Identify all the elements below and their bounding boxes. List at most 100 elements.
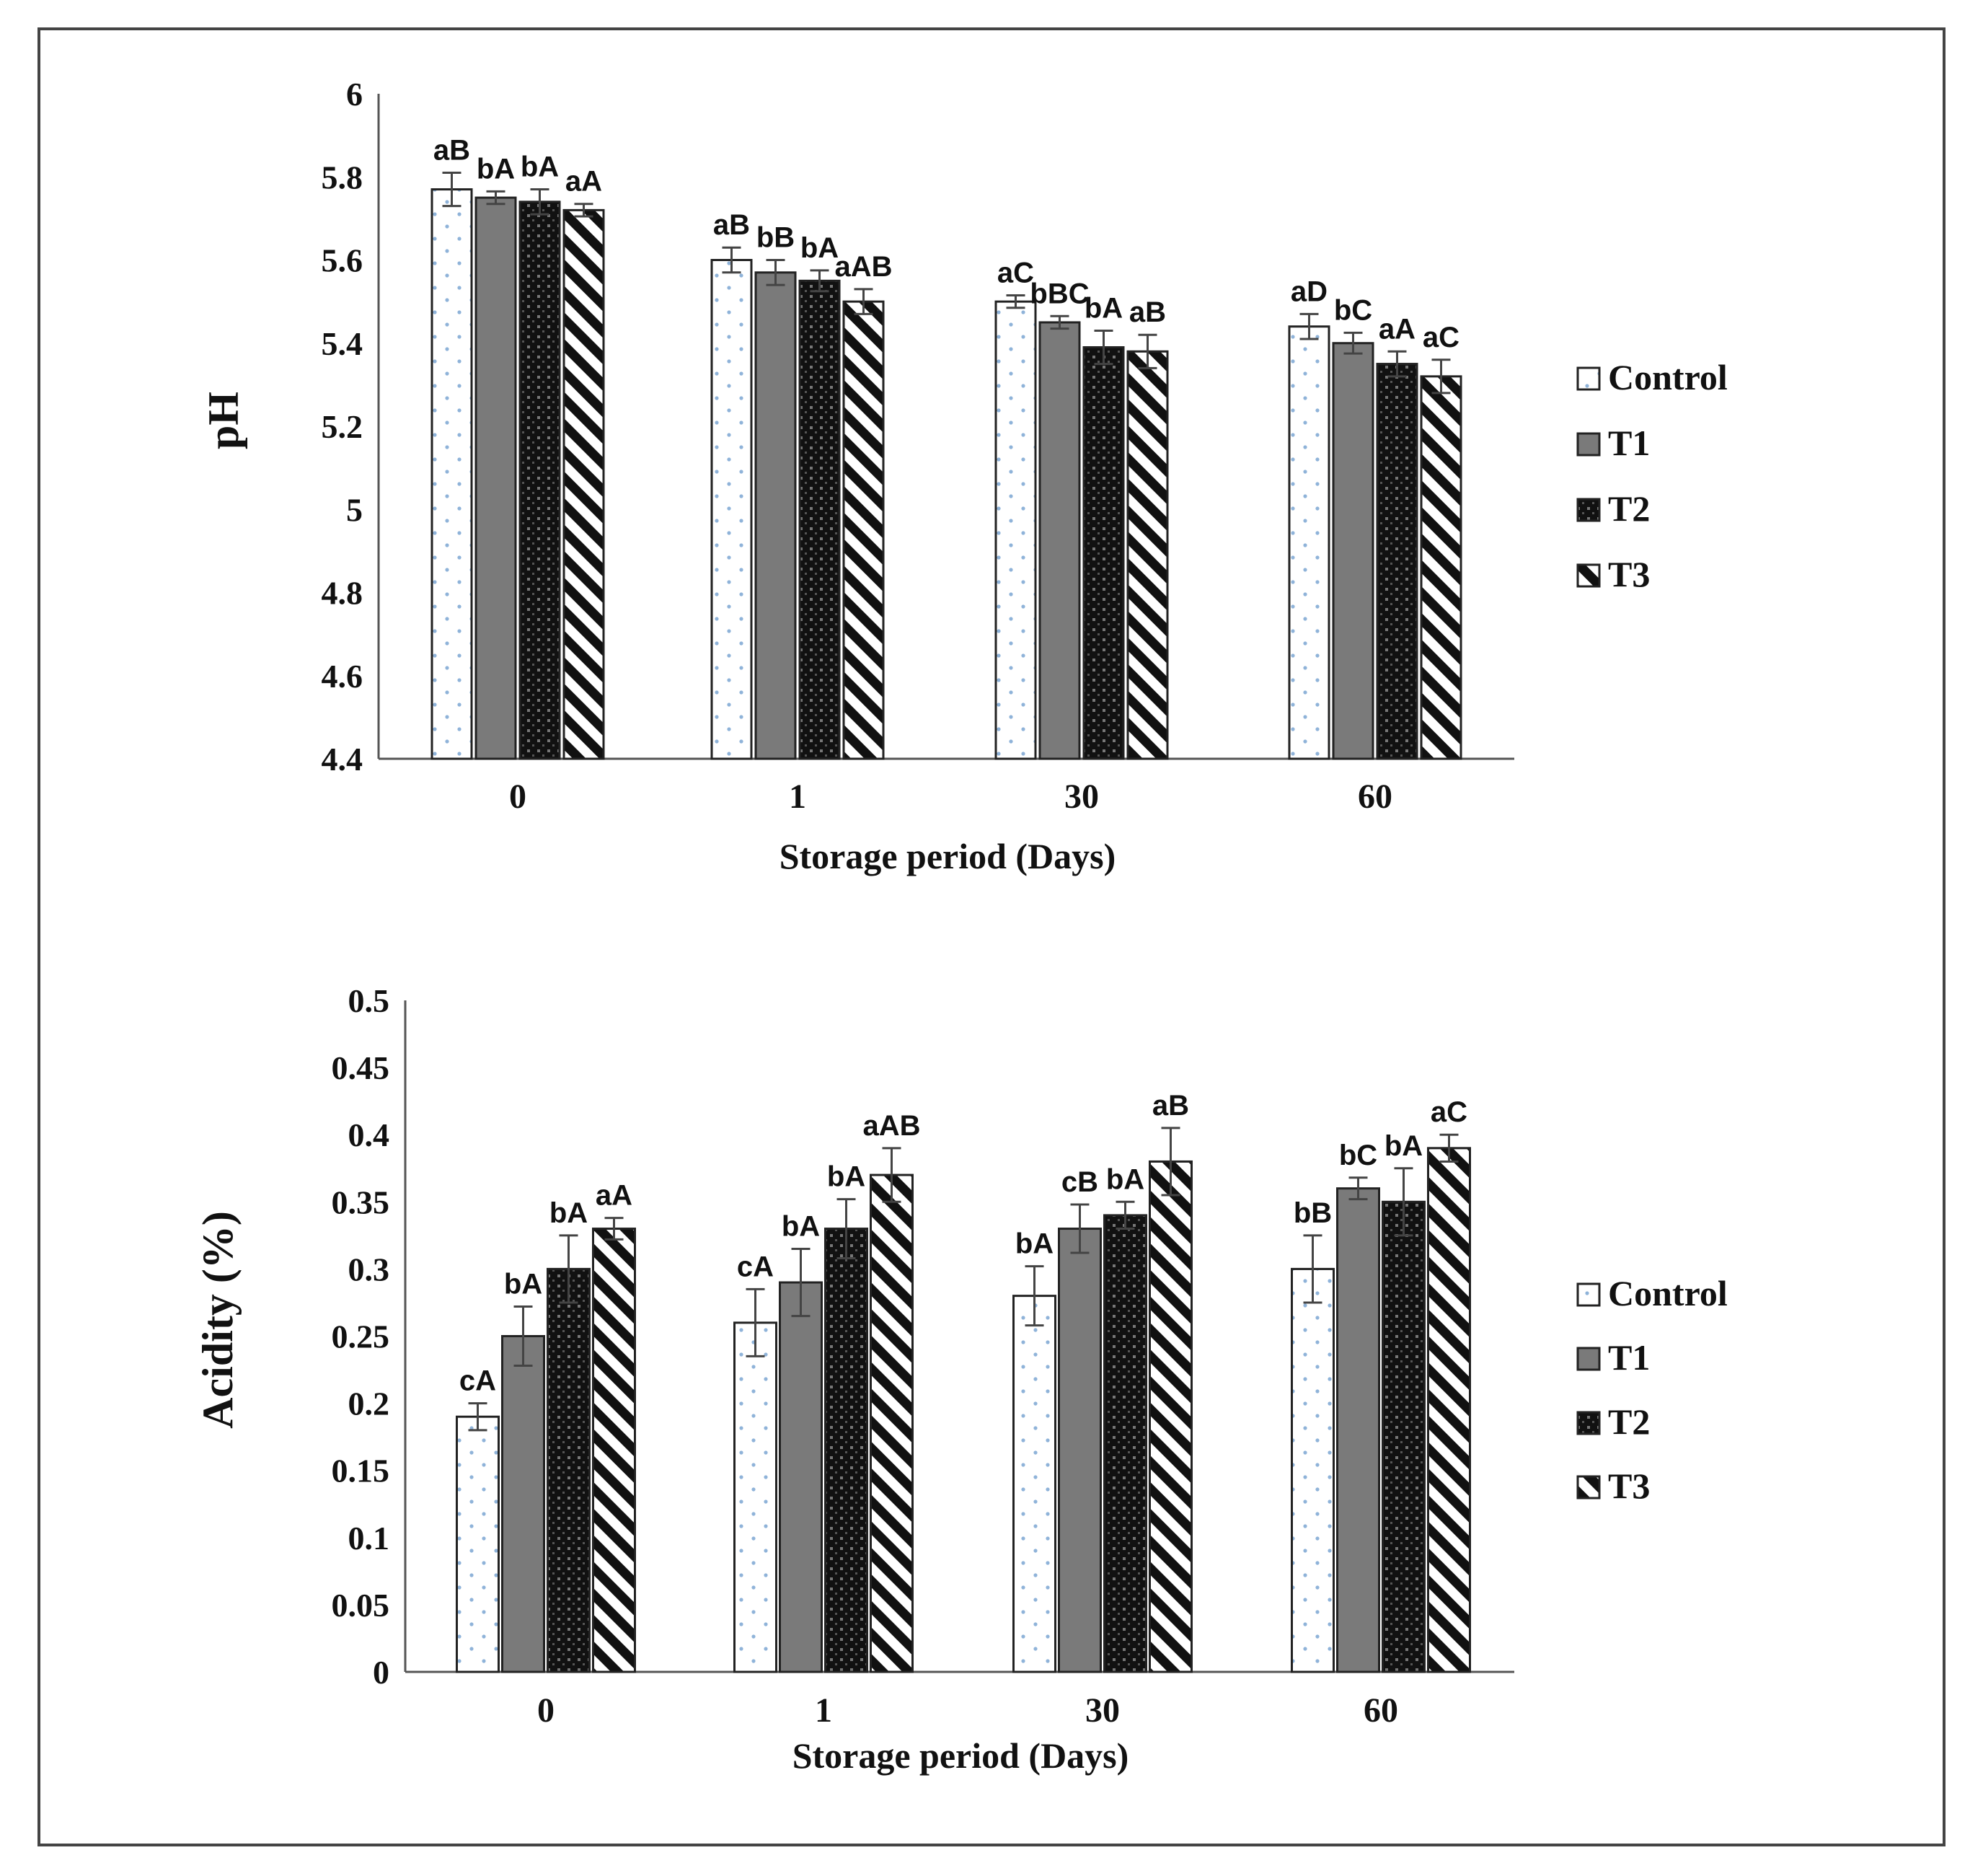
acidity-y-axis-label: Acidity (%) bbox=[194, 1211, 242, 1429]
acidity-y-tick-label: 0.1 bbox=[348, 1520, 390, 1556]
acidity-x-tick-label: 1 bbox=[815, 1691, 832, 1730]
acidity-bar-label: cB bbox=[1061, 1166, 1098, 1198]
ph-bar-t2 bbox=[1376, 363, 1418, 760]
ph-bar-label: aC bbox=[1423, 322, 1459, 353]
acidity-bar-t3 bbox=[870, 1173, 914, 1673]
ph-x-tick-label: 1 bbox=[789, 778, 806, 816]
ph-bar-label: bA bbox=[477, 153, 515, 185]
acidity-bar-label: bA bbox=[1384, 1130, 1423, 1162]
acidity-legend-label-t3: T3 bbox=[1608, 1466, 1650, 1506]
ph-bar-control bbox=[994, 300, 1037, 760]
acidity-y-tick-label: 0.4 bbox=[348, 1117, 390, 1153]
acidity-y-tick-label: 0.35 bbox=[332, 1184, 390, 1220]
ph-y-tick-label: 6 bbox=[346, 76, 363, 113]
ph-bar-t3 bbox=[562, 208, 605, 760]
ph-bar-t2 bbox=[518, 201, 561, 760]
ph-bar-t1 bbox=[1332, 342, 1374, 760]
acidity-y-tick-label: 0.3 bbox=[348, 1251, 390, 1287]
ph-bar-control bbox=[710, 259, 753, 760]
acidity-bar-t2 bbox=[1103, 1214, 1147, 1673]
ph-y-tick-label: 5 bbox=[346, 491, 363, 528]
ph-x-axis-label: Storage period (Days) bbox=[779, 836, 1116, 876]
ph-y-axis-label: pH bbox=[200, 392, 247, 449]
acidity-bar-t1 bbox=[779, 1281, 823, 1673]
acidity-legend-swatch-t1 bbox=[1576, 1347, 1601, 1371]
ph-bar-label: aAB bbox=[834, 251, 892, 283]
ph-bar-label: aB bbox=[433, 134, 470, 166]
acidity-bar-t3 bbox=[592, 1228, 636, 1673]
ph-legend-swatch-t3 bbox=[1576, 563, 1601, 588]
ph-bar-t1 bbox=[474, 196, 517, 760]
acidity-bar-label: bA bbox=[1015, 1228, 1054, 1260]
acidity-bar-label: bA bbox=[782, 1210, 820, 1242]
ph-bar-control bbox=[430, 188, 473, 760]
acidity-y-tick-label: 0.45 bbox=[332, 1049, 390, 1086]
acidity-x-axis-label: Storage period (Days) bbox=[792, 1735, 1129, 1776]
acidity-legend-swatch-t3 bbox=[1576, 1475, 1601, 1500]
ph-y-tick-label: 4.8 bbox=[322, 575, 363, 612]
acidity-bar-label: bA bbox=[827, 1161, 865, 1193]
ph-bar-label: aA bbox=[1379, 313, 1416, 345]
ph-bar-t1 bbox=[1038, 321, 1081, 760]
acidity-bar-t1 bbox=[1336, 1187, 1380, 1673]
ph-bar-t3 bbox=[1420, 375, 1462, 760]
acidity-bar-control bbox=[1012, 1295, 1056, 1673]
ph-legend-swatch-t2 bbox=[1576, 498, 1601, 522]
ph-legend-label-control: Control bbox=[1608, 357, 1728, 397]
ph-y-tick-label: 5.8 bbox=[322, 159, 363, 195]
ph-bar-t3 bbox=[842, 300, 885, 760]
ph-y-tick-label: 4.4 bbox=[322, 741, 363, 778]
acidity-x-tick-label: 0 bbox=[537, 1691, 555, 1730]
acidity-y-tick-label: 0 bbox=[373, 1654, 389, 1691]
acidity-bar-label: aB bbox=[1152, 1090, 1189, 1122]
ph-bar-t2 bbox=[798, 279, 841, 760]
ph-bar-label: bA bbox=[800, 232, 839, 264]
acidity-bar-label: bA bbox=[549, 1197, 588, 1229]
acidity-chart: Acidity (%) Storage period (Days) 0.5 0.4… bbox=[194, 982, 1728, 1776]
acidity-legend-label-t1: T1 bbox=[1608, 1337, 1650, 1378]
acidity-bar-label: bA bbox=[504, 1269, 542, 1300]
acidity-y-tick-label: 0.25 bbox=[332, 1318, 390, 1355]
ph-y-tick-label: 5.6 bbox=[322, 242, 363, 279]
ph-bar-t1 bbox=[754, 271, 797, 760]
acidity-bar-t1 bbox=[501, 1335, 545, 1673]
acidity-legend-label-t2: T2 bbox=[1608, 1401, 1650, 1442]
acidity-bar-label: bA bbox=[1106, 1163, 1144, 1195]
ph-bar-label: aD bbox=[1291, 276, 1328, 307]
acidity-x-tick-label: 60 bbox=[1364, 1691, 1398, 1730]
ph-bar-t2 bbox=[1082, 346, 1125, 760]
ph-legend-swatch-control bbox=[1576, 366, 1601, 391]
ph-x-tick-label: 60 bbox=[1358, 778, 1392, 816]
ph-legend-label-t2: T2 bbox=[1608, 488, 1650, 529]
ph-bar-label: aB bbox=[713, 209, 750, 241]
acidity-bar-label: bB bbox=[1294, 1197, 1332, 1229]
ph-bar-t3 bbox=[1126, 350, 1169, 760]
ph-bar-label: aA bbox=[565, 166, 602, 198]
acidity-legend-swatch-t2 bbox=[1576, 1411, 1601, 1435]
ph-y-tick-label: 5.4 bbox=[322, 325, 363, 362]
acidity-bar-label: aC bbox=[1431, 1096, 1467, 1128]
ph-legend-label-t3: T3 bbox=[1608, 554, 1650, 594]
acidity-y-tick-label: 0.2 bbox=[348, 1386, 390, 1422]
ph-bar-label: aB bbox=[1129, 296, 1166, 328]
acidity-bar-control bbox=[456, 1415, 500, 1673]
acidity-bar-label: aA bbox=[596, 1180, 632, 1212]
ph-legend-swatch-t1 bbox=[1576, 432, 1601, 457]
ph-bar-label: aC bbox=[997, 257, 1034, 289]
acidity-y-tick-label: 0.05 bbox=[332, 1587, 390, 1624]
acidity-legend-label-control: Control bbox=[1608, 1273, 1728, 1313]
acidity-legend-swatch-control bbox=[1576, 1282, 1601, 1307]
acidity-bar-control bbox=[733, 1321, 777, 1673]
acidity-bar-label: cA bbox=[459, 1365, 496, 1397]
figure-frame bbox=[37, 27, 1946, 1846]
acidity-bar-label: aAB bbox=[862, 1110, 920, 1142]
ph-x-tick-label: 30 bbox=[1064, 778, 1099, 816]
acidity-y-tick-label: 0.15 bbox=[332, 1453, 390, 1489]
ph-legend-label-t1: T1 bbox=[1608, 423, 1650, 463]
acidity-bar-t3 bbox=[1149, 1160, 1193, 1673]
acidity-bar-t2 bbox=[547, 1267, 591, 1673]
acidity-bar-t2 bbox=[1382, 1200, 1426, 1673]
ph-x-tick-label: 0 bbox=[509, 778, 526, 816]
acidity-bar-label: cA bbox=[737, 1251, 774, 1282]
